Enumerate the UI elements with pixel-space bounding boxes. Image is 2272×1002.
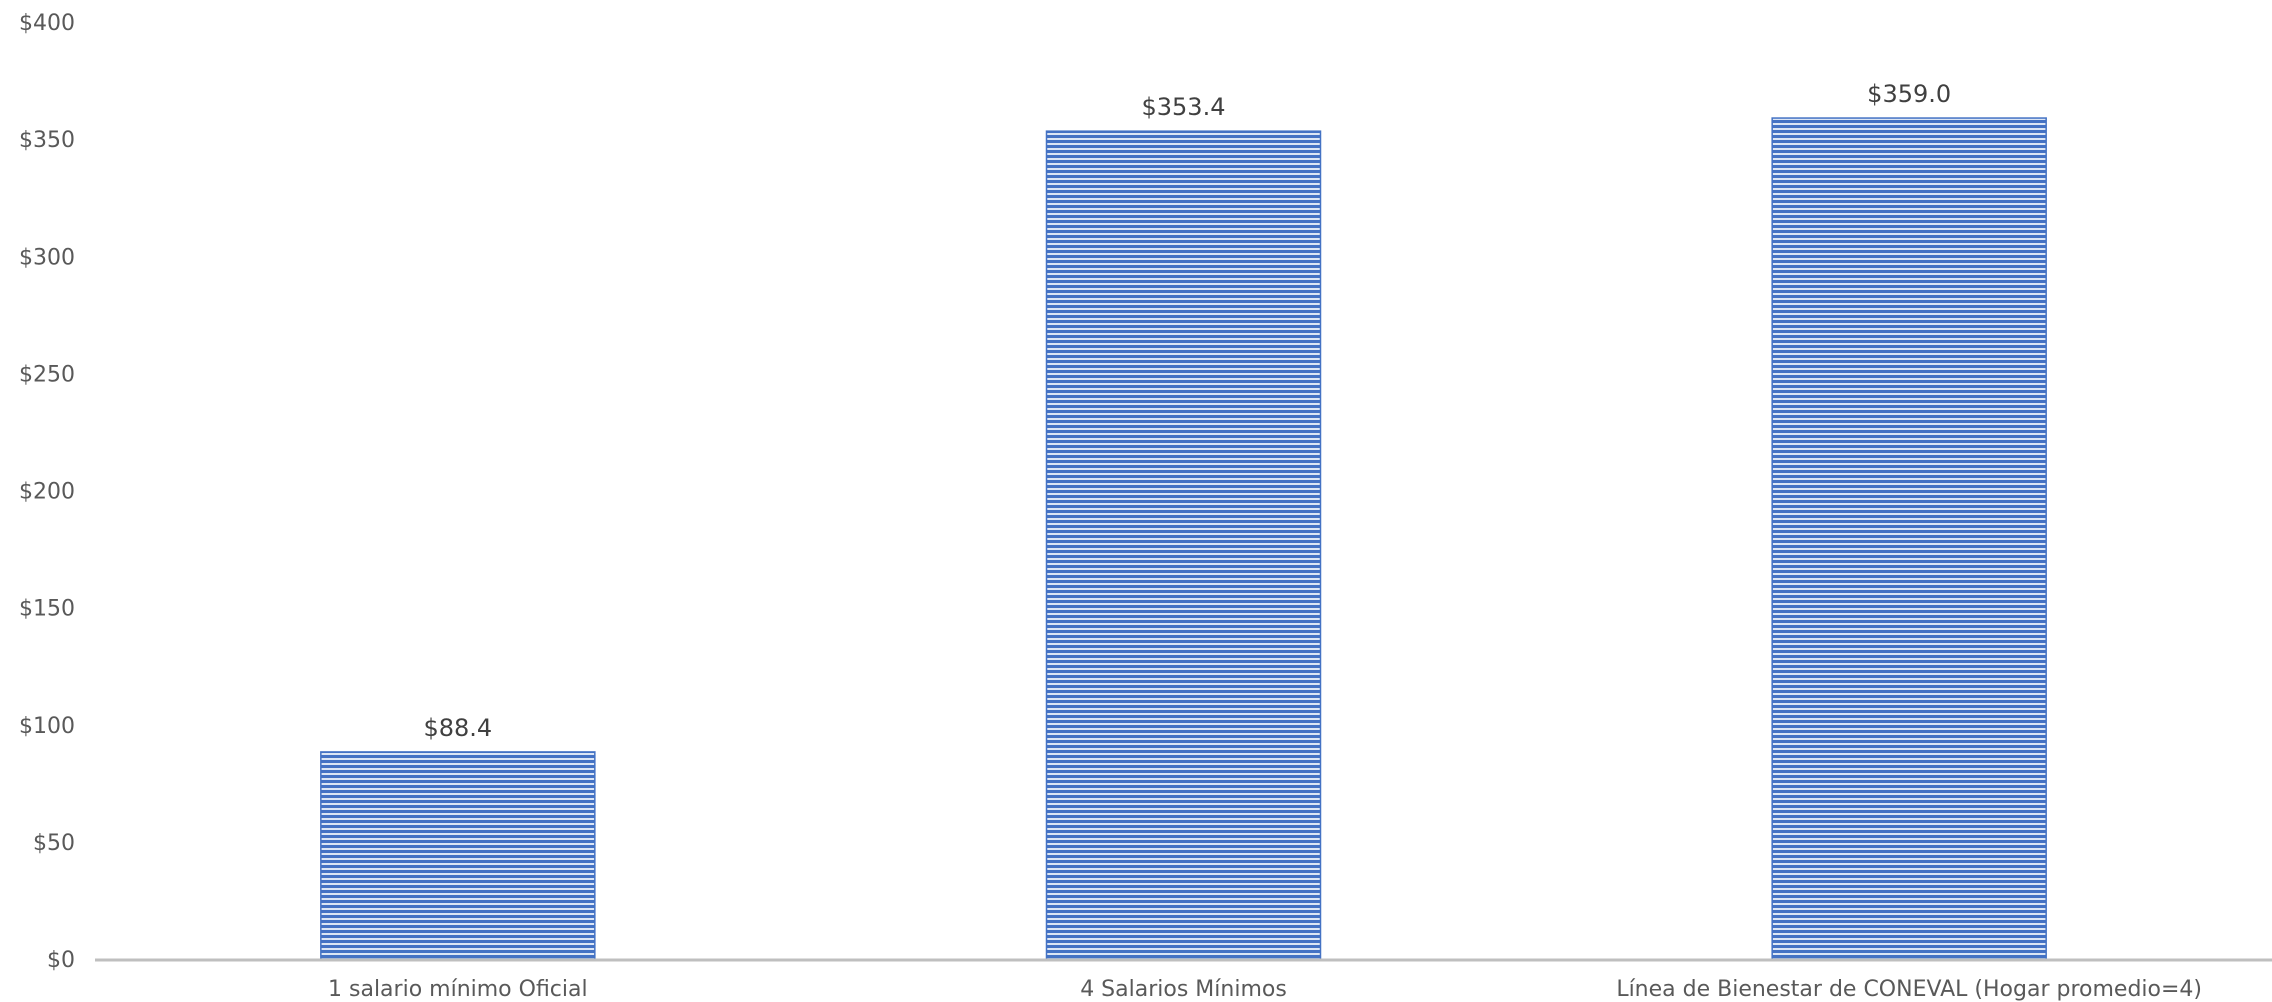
- y-tick-label: $100: [19, 714, 75, 739]
- y-tick-label: $200: [19, 480, 75, 505]
- bars-group: [320, 117, 2047, 960]
- bar: [1045, 130, 1322, 960]
- y-tick-label: $250: [19, 362, 75, 387]
- bar-data-label: $88.4: [423, 714, 492, 742]
- y-tick-label: $50: [33, 831, 75, 856]
- y-axis-ticks: $0 $50 $100 $150 $200 $250 $300 $350 $400: [19, 11, 75, 973]
- bar-data-label: $353.4: [1142, 93, 1226, 121]
- x-category-label: 1 salario mínimo Oficial: [328, 977, 588, 1002]
- x-axis-labels: 1 salario mínimo Oficial 4 Salarios Mínim…: [328, 977, 2202, 1002]
- y-tick-label: $300: [19, 245, 75, 270]
- x-category-label: Línea de Bienestar de CONEVAL (Hogar pro…: [1616, 977, 2202, 1002]
- data-labels-group: $88.4 $353.4 $359.0: [423, 80, 1951, 742]
- y-tick-label: $0: [47, 948, 75, 973]
- bar-data-label: $359.0: [1867, 80, 1951, 108]
- bar: [320, 751, 596, 960]
- x-category-label: 4 Salarios Mínimos: [1080, 977, 1287, 1002]
- y-tick-label: $400: [19, 11, 75, 36]
- bar: [1771, 117, 2047, 960]
- y-tick-label: $150: [19, 597, 75, 622]
- y-tick-label: $350: [19, 128, 75, 153]
